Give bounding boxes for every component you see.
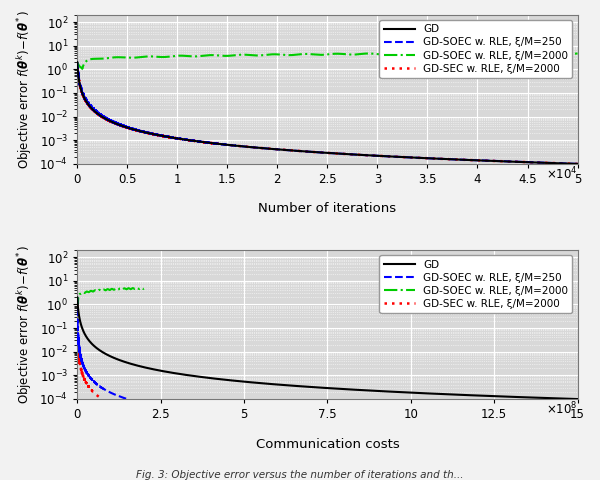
GD-SOEC w. RLE, ξ/M=250 [122, 396, 129, 401]
GD [574, 161, 581, 167]
GD-SEC w. RLE, ξ/M=2000 [94, 393, 101, 399]
GD-SOEC w. RLE, ξ/M=2000 [138, 285, 145, 291]
GD-SOEC w. RLE, ξ/M=250 [124, 396, 131, 402]
GD-SOEC w. RLE, ξ/M=2000 [79, 66, 86, 72]
GD [364, 152, 371, 158]
GD-SOEC w. RLE, ξ/M=2000 [74, 295, 81, 300]
GD-SOEC w. RLE, ξ/M=2000 [140, 286, 148, 291]
GD [559, 396, 566, 401]
GD-SOEC w. RLE, ξ/M=250 [574, 161, 581, 167]
GD-SEC w. RLE, ξ/M=2000 [163, 134, 170, 140]
GD-SEC w. RLE, ξ/M=2000 [98, 396, 106, 402]
GD-SOEC w. RLE, ξ/M=2000 [137, 285, 145, 291]
Text: $\times10^4$: $\times10^4$ [546, 165, 578, 182]
GD [163, 369, 170, 374]
GD-SOEC w. RLE, ξ/M=2000 [91, 288, 98, 294]
GD-SEC w. RLE, ξ/M=2000 [74, 59, 81, 65]
GD [201, 374, 208, 380]
Legend: GD, GD-SOEC w. RLE, ξ/M=250, GD-SOEC w. RLE, ξ/M=2000, GD-SEC w. RLE, ξ/M=2000: GD, GD-SOEC w. RLE, ξ/M=250, GD-SOEC w. … [379, 255, 572, 313]
GD [201, 139, 208, 145]
GD-SEC w. RLE, ξ/M=2000 [88, 387, 95, 393]
GD-SEC w. RLE, ξ/M=2000 [486, 158, 493, 164]
GD-SEC w. RLE, ξ/M=2000 [411, 155, 418, 160]
GD-SOEC w. RLE, ξ/M=2000 [128, 286, 136, 291]
GD-SEC w. RLE, ξ/M=2000 [78, 369, 85, 374]
GD-SEC w. RLE, ξ/M=2000 [201, 139, 208, 145]
Line: GD-SEC w. RLE, ξ/M=2000: GD-SEC w. RLE, ξ/M=2000 [77, 297, 102, 399]
GD [574, 396, 581, 402]
GD-SOEC w. RLE, ξ/M=2000 [559, 50, 566, 56]
GD-SOEC w. RLE, ξ/M=250 [411, 155, 418, 160]
GD-SOEC w. RLE, ξ/M=2000 [112, 286, 119, 291]
Line: GD-SEC w. RLE, ξ/M=2000: GD-SEC w. RLE, ξ/M=2000 [77, 62, 578, 164]
X-axis label: Number of iterations: Number of iterations [259, 203, 397, 216]
GD-SOEC w. RLE, ξ/M=250 [559, 160, 566, 166]
GD-SEC w. RLE, ξ/M=2000 [74, 294, 81, 300]
GD-SOEC w. RLE, ξ/M=250 [107, 390, 115, 396]
GD-SOEC w. RLE, ξ/M=250 [163, 133, 170, 139]
GD-SOEC w. RLE, ξ/M=2000 [119, 287, 126, 292]
Line: GD-SOEC w. RLE, ξ/M=250: GD-SOEC w. RLE, ξ/M=250 [77, 297, 127, 399]
GD-SEC w. RLE, ξ/M=2000 [91, 390, 98, 396]
GD-SOEC w. RLE, ξ/M=2000 [486, 50, 493, 56]
GD [163, 133, 170, 139]
GD-SEC w. RLE, ξ/M=2000 [574, 161, 581, 167]
GD [486, 393, 493, 399]
Line: GD-SOEC w. RLE, ξ/M=2000: GD-SOEC w. RLE, ξ/M=2000 [77, 288, 144, 304]
GD-SOEC w. RLE, ξ/M=2000 [411, 51, 418, 57]
GD-SOEC w. RLE, ξ/M=2000 [74, 301, 82, 307]
GD-SOEC w. RLE, ξ/M=250 [86, 374, 94, 380]
GD [411, 155, 418, 160]
GD-SOEC w. RLE, ξ/M=2000 [74, 60, 81, 65]
Text: $\times10^8$: $\times10^8$ [546, 400, 578, 417]
GD-SOEC w. RLE, ξ/M=250 [201, 139, 208, 145]
GD-SEC w. RLE, ξ/M=2000 [559, 160, 566, 166]
GD-SOEC w. RLE, ξ/M=2000 [201, 53, 208, 59]
Text: Fig. 3: Objective error versus the number of iterations and th...: Fig. 3: Objective error versus the numbe… [136, 469, 464, 480]
GD-SOEC w. RLE, ξ/M=250 [364, 152, 371, 158]
GD [364, 387, 371, 393]
GD-SOEC w. RLE, ξ/M=2000 [553, 50, 560, 56]
Line: GD-SOEC w. RLE, ξ/M=250: GD-SOEC w. RLE, ξ/M=250 [77, 62, 578, 164]
GD-SOEC w. RLE, ξ/M=2000 [574, 50, 581, 56]
GD-SEC w. RLE, ξ/M=2000 [80, 374, 87, 380]
GD-SOEC w. RLE, ξ/M=250 [115, 393, 122, 399]
GD-SOEC w. RLE, ξ/M=250 [74, 59, 81, 65]
Line: GD: GD [77, 298, 578, 399]
GD-SOEC w. RLE, ξ/M=2000 [163, 54, 170, 60]
GD-SOEC w. RLE, ξ/M=2000 [364, 50, 371, 56]
GD-SEC w. RLE, ξ/M=2000 [364, 152, 371, 158]
X-axis label: Communication costs: Communication costs [256, 438, 399, 451]
GD-SEC w. RLE, ξ/M=2000 [98, 396, 105, 401]
GD-SOEC w. RLE, ξ/M=250 [74, 294, 81, 300]
GD [411, 390, 418, 396]
GD-SOEC w. RLE, ξ/M=250 [486, 158, 493, 164]
GD-SOEC w. RLE, ξ/M=250 [82, 369, 89, 374]
GD-SOEC w. RLE, ξ/M=2000 [85, 289, 92, 295]
Line: GD: GD [77, 62, 578, 164]
Y-axis label: Objective error $f(\boldsymbol{\theta}^k)\!-\!f(\boldsymbol{\theta}^*)$: Objective error $f(\boldsymbol{\theta}^k… [15, 10, 34, 169]
Y-axis label: Objective error $f(\boldsymbol{\theta}^k)\!-\!f(\boldsymbol{\theta}^*)$: Objective error $f(\boldsymbol{\theta}^k… [15, 245, 34, 404]
GD [559, 160, 566, 166]
Line: GD-SOEC w. RLE, ξ/M=2000: GD-SOEC w. RLE, ξ/M=2000 [77, 53, 578, 69]
GD [74, 295, 81, 300]
GD [74, 60, 81, 65]
GD [486, 158, 493, 164]
GD-SOEC w. RLE, ξ/M=250 [103, 387, 110, 393]
Legend: GD, GD-SOEC w. RLE, ξ/M=250, GD-SOEC w. RLE, ξ/M=2000, GD-SEC w. RLE, ξ/M=2000: GD, GD-SOEC w. RLE, ξ/M=250, GD-SOEC w. … [379, 20, 572, 78]
